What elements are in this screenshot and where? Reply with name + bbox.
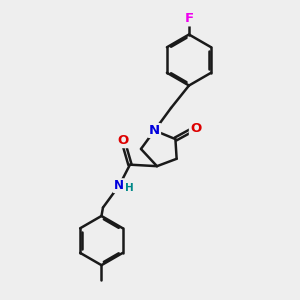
Text: H: H bbox=[125, 183, 134, 193]
Text: F: F bbox=[184, 12, 194, 26]
Text: O: O bbox=[117, 134, 129, 147]
Text: N: N bbox=[114, 179, 124, 192]
Text: O: O bbox=[190, 122, 201, 135]
Text: N: N bbox=[149, 124, 160, 137]
